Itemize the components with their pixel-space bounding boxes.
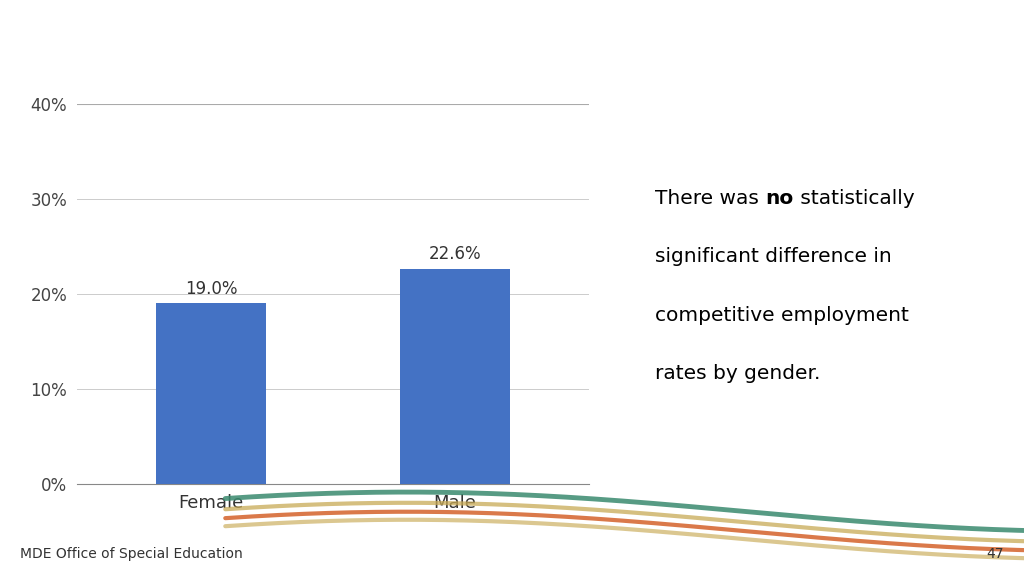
Text: no: no [766, 189, 794, 208]
Text: 47: 47 [986, 547, 1004, 560]
Bar [399, 269, 510, 484]
Text: Competitive Employment by Gender – FFY2019: Competitive Employment by Gender – FFY20… [41, 35, 897, 69]
Text: competitive employment: competitive employment [655, 305, 909, 324]
Text: statistically: statistically [794, 189, 914, 208]
Text: There was: There was [655, 189, 766, 208]
Text: MDE Office of Special Education: MDE Office of Special Education [20, 547, 244, 560]
Text: significant difference in: significant difference in [655, 247, 892, 266]
Text: 19.0%: 19.0% [184, 279, 238, 298]
Text: 22.6%: 22.6% [428, 245, 481, 263]
Text: rates by gender.: rates by gender. [655, 364, 820, 383]
Bar [156, 303, 266, 484]
